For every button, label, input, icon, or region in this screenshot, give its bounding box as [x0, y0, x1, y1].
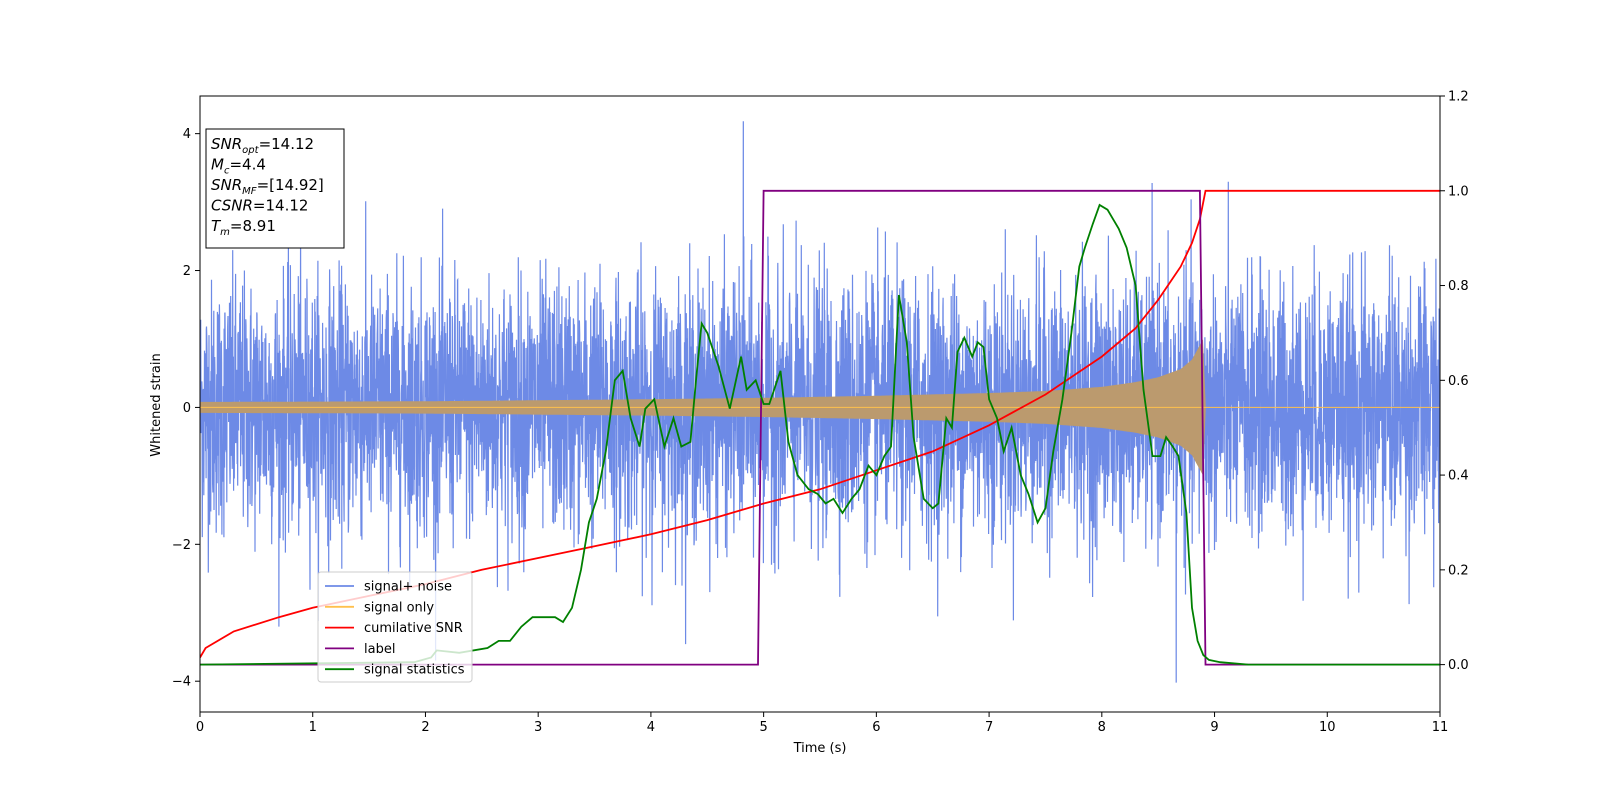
info-symbol: SNR: [211, 176, 242, 194]
x-tick-label: 1: [309, 720, 317, 735]
x-axis-label: Time (s): [793, 741, 847, 756]
plot-frame: [199, 95, 1441, 713]
y-axis-right: 0.0 0.2 0.4 0.6 0.8 1.0 1.2: [1440, 90, 1469, 673]
y-tick-label-left: −2: [172, 538, 191, 553]
info-box-line: Mc=4.4: [211, 156, 266, 177]
info-value: =8.91: [230, 217, 276, 235]
x-tick-label: 7: [985, 720, 993, 735]
y-tick-label-left: 0: [183, 401, 191, 416]
y-tick-label-left: −4: [172, 675, 191, 690]
x-tick-label: 0: [196, 720, 204, 735]
info-subscript: c: [224, 166, 230, 177]
x-tick-label: 4: [647, 720, 655, 735]
x-tick-label: 5: [759, 720, 767, 735]
x-axis: 0 1 2 3 4 5 6 7 8 9 10 11: [196, 712, 1448, 735]
legend-label: label: [364, 642, 395, 657]
y-tick-label-right: 0.8: [1448, 279, 1469, 294]
x-tick-label: 8: [1098, 720, 1106, 735]
y-tick-label-right: 1.2: [1448, 90, 1469, 105]
y-tick-label-right: 0.2: [1448, 563, 1469, 578]
x-tick-label: 9: [1210, 720, 1218, 735]
y-tick-label-right: 0.4: [1448, 469, 1469, 484]
series-signal-statistics: [200, 203, 1440, 666]
x-tick-label: 11: [1432, 720, 1449, 735]
x-tick-label: 10: [1319, 720, 1336, 735]
legend-label: signal+ noise: [364, 580, 452, 595]
y-tick-label-right: 1.0: [1448, 184, 1469, 199]
legend: signal+ noise signal only cumilative SNR la…: [317, 571, 473, 683]
info-value: =14.12: [259, 135, 315, 153]
y-tick-label-left: 4: [183, 127, 191, 142]
info-value: =14.12: [253, 197, 309, 215]
y-tick-label-right: 0.6: [1448, 374, 1469, 389]
info-value: =[14.92]: [257, 176, 324, 194]
info-box-line: SNRopt=14.12: [211, 135, 314, 156]
info-symbol: SNR: [211, 135, 242, 153]
info-box-line: SNRMF=[14.92]: [211, 176, 324, 197]
y-axis-left: −4 −2 0 2 4: [172, 127, 200, 690]
info-symbol: CSNR: [211, 197, 253, 215]
x-tick-label: 6: [872, 720, 880, 735]
legend-label: cumilative SNR: [364, 621, 463, 636]
info-symbol: T: [211, 217, 222, 235]
y-tick-label-right: 0.0: [1448, 658, 1469, 673]
info-box: SNRopt=14.12Mc=4.4SNRMF=[14.92]CSNR=14.1…: [205, 128, 345, 249]
info-box-line: CSNR=14.12: [211, 197, 308, 215]
legend-label: signal statistics: [364, 663, 465, 678]
info-value: =4.4: [229, 156, 265, 174]
info-symbol: M: [211, 156, 224, 174]
info-subscript: opt: [242, 145, 259, 156]
x-tick-label: 3: [534, 720, 542, 735]
info-box-frame: [205, 128, 345, 249]
x-tick-label: 2: [421, 720, 429, 735]
legend-frame: [317, 571, 473, 683]
y-axis-label: Whitened strain: [149, 353, 164, 456]
legend-label: signal only: [364, 600, 434, 615]
info-subscript: MF: [242, 186, 257, 197]
info-box-line: Tm=8.91: [211, 217, 276, 238]
y-tick-label-left: 2: [183, 264, 191, 279]
info-subscript: m: [220, 227, 230, 238]
plot-area: [200, 121, 1440, 683]
